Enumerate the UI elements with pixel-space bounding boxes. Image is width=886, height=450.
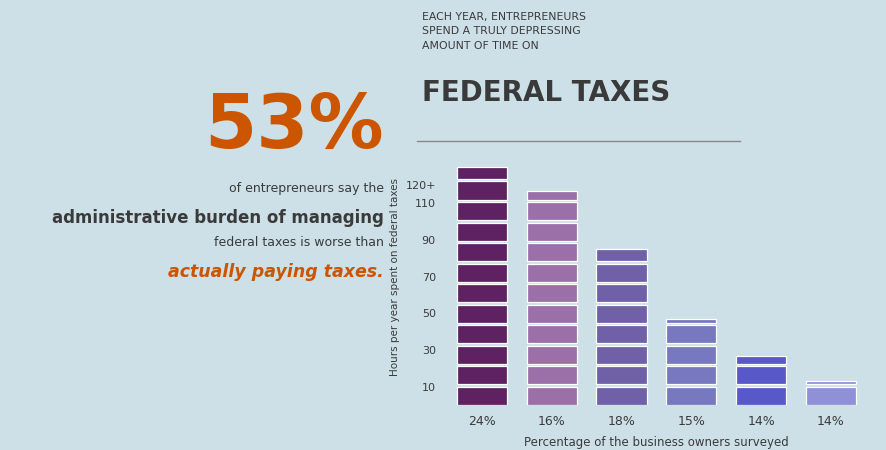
Bar [595, 366, 646, 384]
Text: actually paying taxes.: actually paying taxes. [167, 263, 383, 281]
Bar [735, 356, 785, 364]
Bar [526, 222, 576, 241]
Bar [526, 387, 576, 405]
Bar [456, 387, 507, 405]
Bar [595, 264, 646, 282]
Bar [595, 387, 646, 405]
Bar [595, 284, 646, 302]
Bar [665, 319, 716, 323]
Text: federal taxes is worse than: federal taxes is worse than [214, 236, 383, 249]
Bar [804, 381, 855, 384]
Bar [456, 284, 507, 302]
Bar [456, 202, 507, 220]
Bar [526, 325, 576, 343]
Bar [456, 243, 507, 261]
Text: FEDERAL TAXES: FEDERAL TAXES [422, 79, 669, 107]
Bar [456, 366, 507, 384]
Bar [665, 325, 716, 343]
Bar [595, 325, 646, 343]
Bar [665, 387, 716, 405]
Bar [595, 249, 646, 261]
Bar [456, 346, 507, 364]
Bar [526, 366, 576, 384]
Bar [456, 325, 507, 343]
Text: 53%: 53% [204, 91, 383, 164]
Text: of entrepreneurs say the: of entrepreneurs say the [229, 182, 383, 195]
Bar [526, 243, 576, 261]
Text: administrative burden of managing: administrative burden of managing [51, 209, 383, 227]
Text: EACH YEAR, ENTREPRENEURS
SPEND A TRULY DEPRESSING
AMOUNT OF TIME ON: EACH YEAR, ENTREPRENEURS SPEND A TRULY D… [422, 12, 585, 51]
Bar [526, 264, 576, 282]
Bar [456, 181, 507, 200]
Bar [595, 346, 646, 364]
Bar [804, 387, 855, 405]
Y-axis label: Hours per year spent on federal taxes: Hours per year spent on federal taxes [389, 178, 400, 376]
Bar [735, 366, 785, 384]
Bar [665, 366, 716, 384]
Bar [735, 387, 785, 405]
Bar [456, 222, 507, 241]
Bar [526, 202, 576, 220]
Bar [526, 284, 576, 302]
Bar [456, 167, 507, 179]
Bar [526, 305, 576, 323]
Bar [595, 305, 646, 323]
Bar [526, 346, 576, 364]
Bar [526, 191, 576, 200]
X-axis label: Percentage of the business owners surveyed: Percentage of the business owners survey… [524, 436, 788, 449]
Bar [456, 305, 507, 323]
Bar [665, 346, 716, 364]
Bar [456, 264, 507, 282]
